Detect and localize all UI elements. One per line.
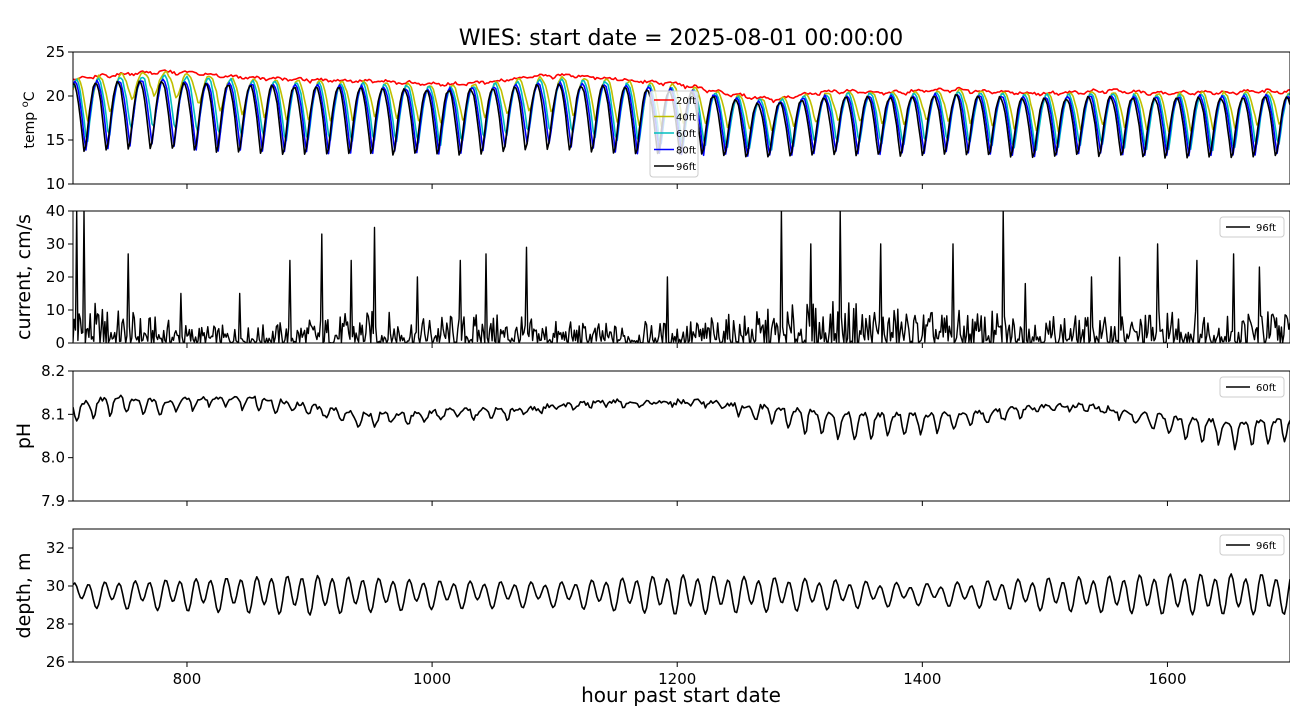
x-tick-label: 1600 <box>1148 670 1186 688</box>
temperature-y-tick-label: 20 <box>46 87 65 105</box>
temperature-legend <box>649 90 699 178</box>
depth-plot-area <box>73 573 1290 616</box>
y-label-superscript: o <box>20 101 31 107</box>
temperature-y-tick-label: 10 <box>46 175 65 193</box>
current-y-axis-label: current, cm/s <box>13 214 35 340</box>
depth-y-tick-label: 30 <box>46 577 65 595</box>
temperature-series-line-20ft <box>73 69 1290 104</box>
depth-series-line-96ft <box>73 573 1290 616</box>
panel-current: 0 10 20 30 40 current, cm/s 96ft <box>13 202 1290 352</box>
pH-y-tick-label: 8.2 <box>41 362 65 380</box>
x-tick-label: 1200 <box>658 670 696 688</box>
current-y-tick-label: 20 <box>46 268 65 286</box>
temperature-y-tick-label: 25 <box>46 43 65 61</box>
depth-y-tick-label: 28 <box>46 615 65 633</box>
pH-plot-area <box>73 394 1290 451</box>
x-tick-label: 800 <box>173 670 202 688</box>
current-y-tick-label: 40 <box>46 202 65 220</box>
legend-label-40ft: 40ft <box>676 113 696 124</box>
current-y-tick-label: 30 <box>46 235 65 253</box>
depth-legend-label: 96ft <box>1256 541 1276 552</box>
legend-label-80ft: 80ft <box>676 146 696 157</box>
pH-series-line-60ft <box>73 394 1290 451</box>
pH-axes-frame <box>72 370 1290 502</box>
depth-y-tick-label: 26 <box>46 653 65 671</box>
panel-depth: 26 28 30 32 800 1000 1200 1400 1600 depth, m 96ft <box>13 528 1290 688</box>
temperature-y-axis-label: temp oC <box>20 91 38 148</box>
legend-label-20ft: 20ft <box>676 96 696 107</box>
figure-title: WIES: start date = 2025-08-01 00:00:00 <box>459 26 903 51</box>
legend-label-96ft: 96ft <box>676 162 696 173</box>
panel-pH: 7.9 8.0 8.1 8.2 pH 60ft <box>13 362 1290 510</box>
current-y-tick-label: 10 <box>46 301 65 319</box>
panel-temperature: 10 15 20 25 temp oC 20ft 40ft 60ft 80ft 96ft <box>20 43 1290 193</box>
pH-legend-label: 60ft <box>1256 383 1276 394</box>
current-plot-area <box>73 211 1290 343</box>
x-axis-label: hour past start date <box>581 683 781 706</box>
x-tick-label: 1000 <box>413 670 451 688</box>
y-label-unit: C <box>22 91 38 101</box>
pH-y-tick-label: 7.9 <box>41 492 65 510</box>
y-label-text: temp <box>22 107 38 148</box>
temperature-y-tick-label: 15 <box>46 131 65 149</box>
x-tick-label: 1400 <box>903 670 941 688</box>
current-axes-frame <box>72 210 1290 344</box>
panels: 10 15 20 25 temp oC 20ft 40ft 60ft 80ft 96ft 0 10 20… <box>13 43 1290 688</box>
temperature-axes-frame <box>72 51 1290 185</box>
pH-y-tick-label: 8.1 <box>41 405 65 423</box>
current-legend-label: 96ft <box>1256 223 1276 234</box>
depth-legend <box>1219 534 1285 556</box>
pH-y-axis-label: pH <box>13 423 35 449</box>
current-series-line-96ft <box>73 211 1290 343</box>
current-legend <box>1219 216 1285 238</box>
depth-y-axis-label: depth, m <box>13 553 35 639</box>
legend-label-60ft: 60ft <box>676 129 696 140</box>
current-y-tick-label: 0 <box>55 334 65 352</box>
depth-y-tick-label: 32 <box>46 539 65 557</box>
depth-axes-frame <box>72 528 1290 663</box>
pH-legend <box>1219 376 1285 398</box>
pH-y-tick-label: 8.0 <box>41 449 65 467</box>
